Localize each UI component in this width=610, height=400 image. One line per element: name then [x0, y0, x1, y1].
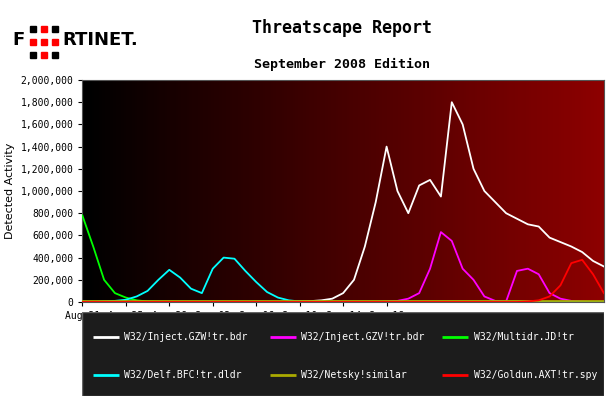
Text: W32/Inject.GZW!tr.bdr: W32/Inject.GZW!tr.bdr: [124, 332, 248, 342]
Y-axis label: Detected Activity: Detected Activity: [5, 143, 15, 239]
Text: F: F: [12, 31, 24, 49]
FancyBboxPatch shape: [82, 312, 604, 396]
Text: RTINET.: RTINET.: [63, 31, 138, 49]
Text: W32/Netsky!similar: W32/Netsky!similar: [301, 370, 407, 380]
Text: W32/Inject.GZV!tr.bdr: W32/Inject.GZV!tr.bdr: [301, 332, 425, 342]
Text: W32/Multidr.JD!tr: W32/Multidr.JD!tr: [473, 332, 573, 342]
Text: September 2008 Edition: September 2008 Edition: [254, 58, 429, 70]
Text: Threatscape Report: Threatscape Report: [251, 19, 432, 37]
Text: W32/Delf.BFC!tr.dldr: W32/Delf.BFC!tr.dldr: [124, 370, 242, 380]
Text: W32/Goldun.AXT!tr.spy: W32/Goldun.AXT!tr.spy: [473, 370, 597, 380]
